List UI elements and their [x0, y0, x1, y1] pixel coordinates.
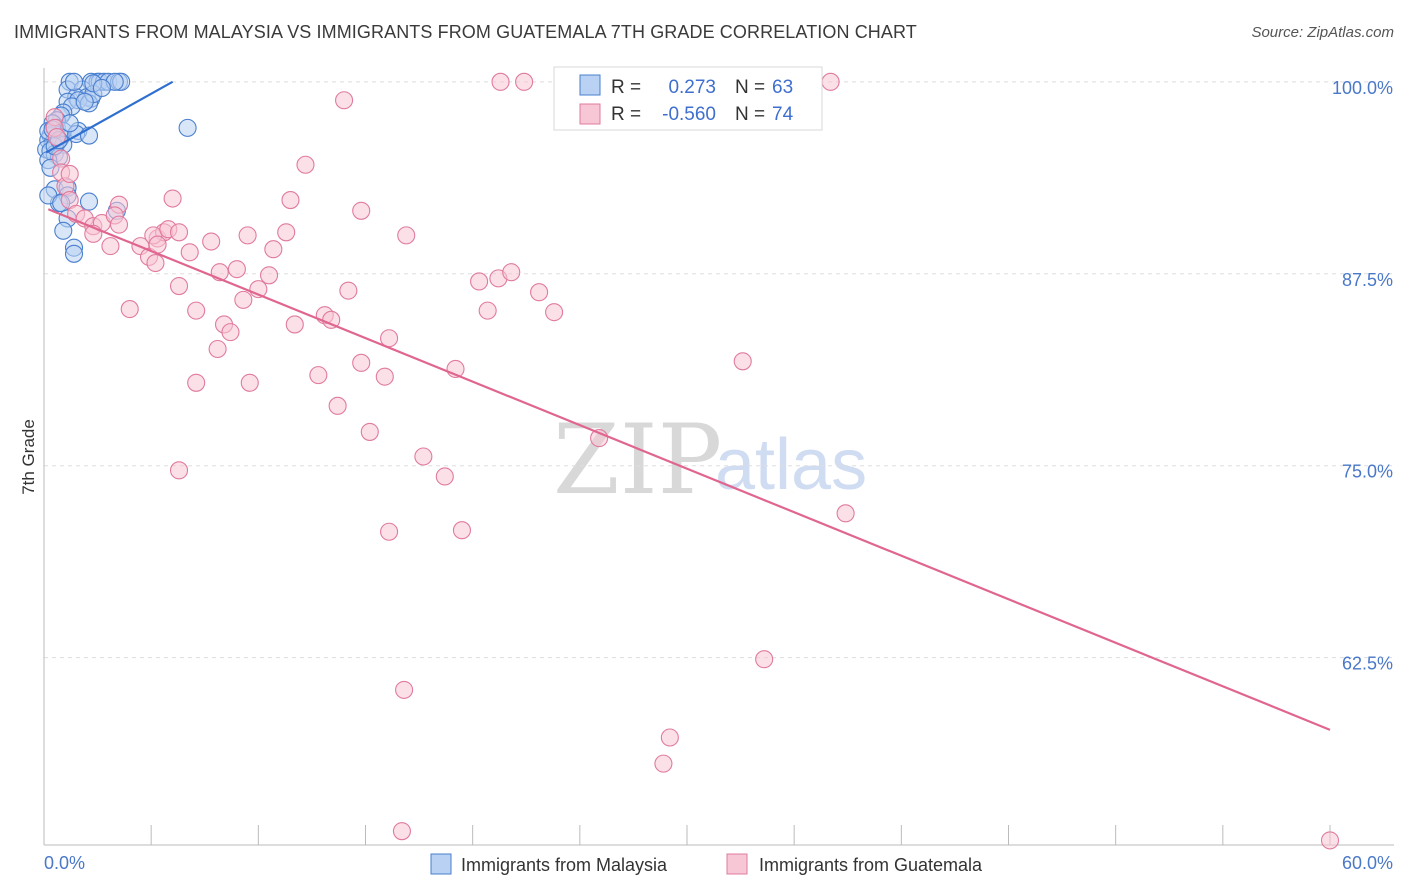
series-guatemala-points: [45, 72, 1340, 850]
point-guatemala: [208, 339, 227, 359]
point-guatemala: [530, 283, 549, 302]
point-guatemala: [180, 243, 199, 262]
point-guatemala: [101, 237, 120, 256]
point-guatemala: [169, 461, 189, 480]
stats-n-malaysia: 63: [772, 77, 793, 98]
point-guatemala: [281, 191, 300, 210]
point-guatemala: [120, 300, 139, 319]
point-guatemala: [491, 72, 510, 91]
watermark-atlas: atlas: [715, 425, 867, 505]
point-guatemala: [163, 189, 182, 208]
point-guatemala: [380, 522, 399, 541]
legend-label-malaysia: Immigrants from Malaysia: [461, 855, 668, 875]
legend: Immigrants from Malaysia Immigrants from…: [430, 853, 983, 875]
point-guatemala: [414, 447, 433, 466]
point-guatemala: [335, 91, 354, 110]
stats-n-label-guatemala: N =: [735, 104, 765, 125]
point-guatemala: [836, 504, 855, 523]
point-malaysia: [60, 114, 79, 133]
stats-n-guatemala: 74: [772, 104, 794, 125]
x-axis-ticks: [43, 825, 1331, 845]
point-malaysia: [64, 244, 84, 263]
stats-r-label-malaysia: R =: [611, 77, 641, 98]
point-guatemala: [277, 223, 296, 242]
point-malaysia: [64, 72, 84, 91]
x-tick-label-min: 0.0%: [44, 853, 85, 873]
point-guatemala: [478, 301, 497, 320]
trendlines: [45, 80, 1331, 731]
chart-title: IMMIGRANTS FROM MALAYSIA VS IMMIGRANTS F…: [14, 22, 917, 42]
point-guatemala: [227, 260, 246, 279]
point-guatemala: [169, 223, 189, 242]
point-guatemala: [1320, 831, 1340, 850]
point-guatemala: [470, 272, 489, 291]
point-guatemala: [435, 467, 454, 486]
point-malaysia: [79, 192, 99, 211]
point-malaysia: [54, 221, 73, 240]
x-tick-label-max: 60.0%: [1342, 853, 1393, 873]
point-guatemala: [187, 301, 206, 320]
source-credit: Source: ZipAtlas.com: [1251, 24, 1394, 41]
point-guatemala: [109, 215, 129, 234]
legend-swatch-malaysia: [430, 853, 452, 875]
point-guatemala: [821, 72, 840, 91]
gridlines: [44, 81, 1394, 659]
point-guatemala: [395, 680, 414, 699]
point-guatemala: [452, 521, 472, 540]
point-guatemala: [755, 650, 774, 669]
y-tick-label: 100.0%: [1332, 78, 1393, 98]
point-guatemala: [60, 164, 79, 184]
stats-r-guatemala: -0.560: [662, 104, 716, 125]
point-guatemala: [660, 728, 679, 747]
point-guatemala: [309, 366, 328, 385]
point-guatemala: [375, 367, 394, 386]
y-tick-label: 87.5%: [1342, 270, 1393, 290]
point-guatemala: [654, 754, 673, 773]
point-guatemala: [392, 822, 411, 841]
y-tick-label: 75.0%: [1342, 462, 1393, 482]
point-guatemala: [259, 266, 279, 285]
point-guatemala: [146, 253, 165, 273]
stats-r-label-guatemala: R =: [611, 104, 641, 125]
stats-r-malaysia: 0.273: [668, 77, 716, 98]
point-guatemala: [502, 263, 521, 282]
point-guatemala: [352, 353, 371, 372]
stats-n-label-malaysia: N =: [735, 77, 765, 98]
point-guatemala: [221, 323, 240, 342]
stats-box: R = 0.273 N = 63 R = -0.560 N = 74: [553, 66, 823, 131]
legend-label-guatemala: Immigrants from Guatemala: [759, 855, 983, 875]
point-guatemala: [234, 290, 253, 309]
y-tick-label: 62.5%: [1342, 654, 1393, 674]
point-guatemala: [202, 232, 221, 251]
point-guatemala: [238, 226, 257, 245]
y-axis-tick-labels: 100.0% 87.5% 75.0% 62.5%: [1332, 78, 1393, 674]
point-guatemala: [187, 373, 206, 392]
y-axis-label: 7th Grade: [19, 419, 38, 495]
point-guatemala: [296, 155, 315, 174]
point-guatemala: [264, 240, 283, 259]
point-guatemala: [169, 277, 189, 296]
point-guatemala: [397, 226, 416, 245]
point-guatemala: [240, 373, 259, 392]
point-guatemala: [733, 352, 752, 371]
point-guatemala: [285, 315, 304, 334]
point-guatemala: [545, 303, 564, 322]
legend-swatch-guatemala: [726, 853, 748, 875]
stats-swatch-malaysia: [579, 74, 601, 96]
point-guatemala: [339, 281, 358, 300]
stats-swatch-guatemala: [579, 103, 601, 125]
point-guatemala: [328, 396, 347, 415]
point-malaysia: [75, 92, 94, 111]
point-guatemala: [352, 201, 371, 220]
watermark-zip: ZIP: [553, 404, 722, 516]
trendline-malaysia: [45, 80, 174, 154]
point-malaysia: [92, 78, 111, 98]
point-malaysia: [178, 118, 197, 137]
point-guatemala: [360, 422, 379, 441]
trendline-guatemala: [47, 208, 1331, 731]
point-guatemala: [515, 72, 534, 91]
